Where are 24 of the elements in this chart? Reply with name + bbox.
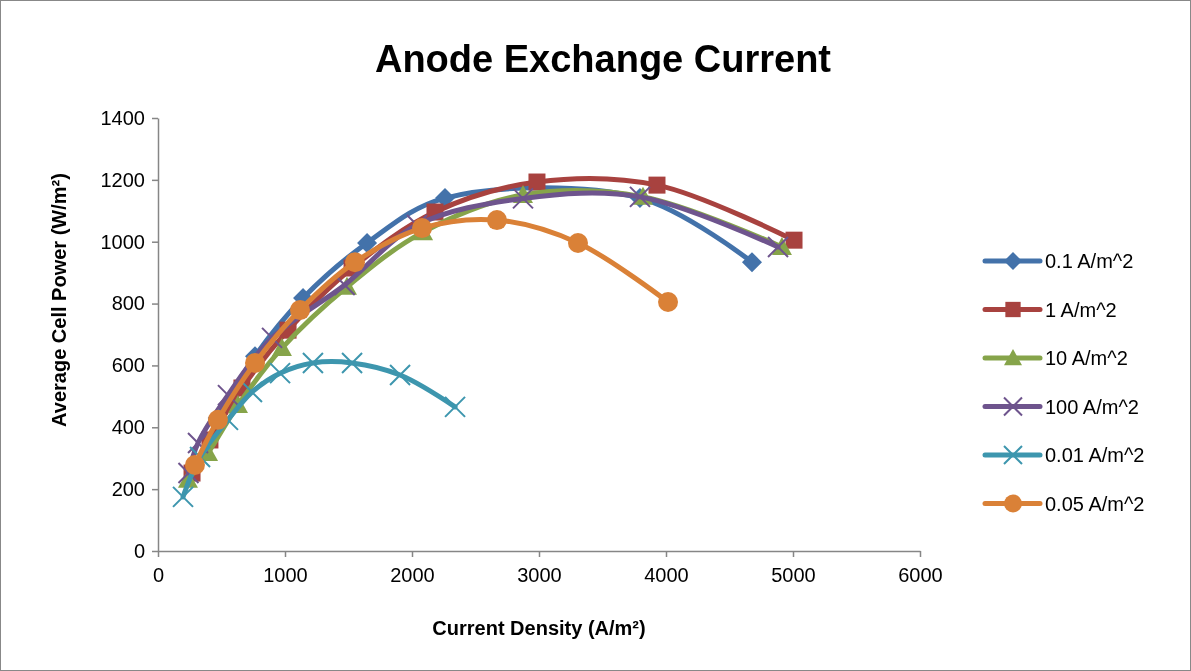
x-tick-label: 4000	[644, 564, 689, 586]
y-tick-label: 1200	[100, 168, 145, 191]
x-tick-label: 5000	[771, 564, 816, 586]
chart-title: Anode Exchange Current	[374, 38, 832, 80]
y-tick-label: 200	[111, 478, 145, 501]
x-tick-label: 3000	[517, 564, 562, 586]
legend-label: 0.01 A/m^2	[1045, 444, 1145, 466]
y-tick-label: 1400	[100, 106, 145, 129]
x-tick-label: 6000	[898, 564, 943, 586]
y-tick-label: 400	[111, 416, 145, 439]
legend-label: 0.1 A/m^2	[1045, 250, 1134, 272]
legend-label: 0.05 A/m^2	[1045, 492, 1145, 515]
legend-label: 1 A/m^2	[1045, 298, 1117, 321]
legend-label: 100 A/m^2	[1045, 395, 1139, 418]
legend-label: 10 A/m^2	[1045, 347, 1128, 369]
y-tick-label: 0	[133, 539, 145, 562]
x-tick-label: 1000	[263, 564, 308, 586]
x-tick-label: 0	[152, 564, 165, 586]
y-axis-title: Average Cell Power (W/m²)	[48, 173, 70, 427]
y-tick-label: 1000	[100, 230, 145, 253]
y-tick-label: 800	[111, 292, 145, 315]
x-axis-title: Current Density (A/m²)	[432, 617, 646, 639]
y-tick-label: 600	[111, 354, 145, 377]
x-tick-label: 2000	[390, 564, 435, 586]
